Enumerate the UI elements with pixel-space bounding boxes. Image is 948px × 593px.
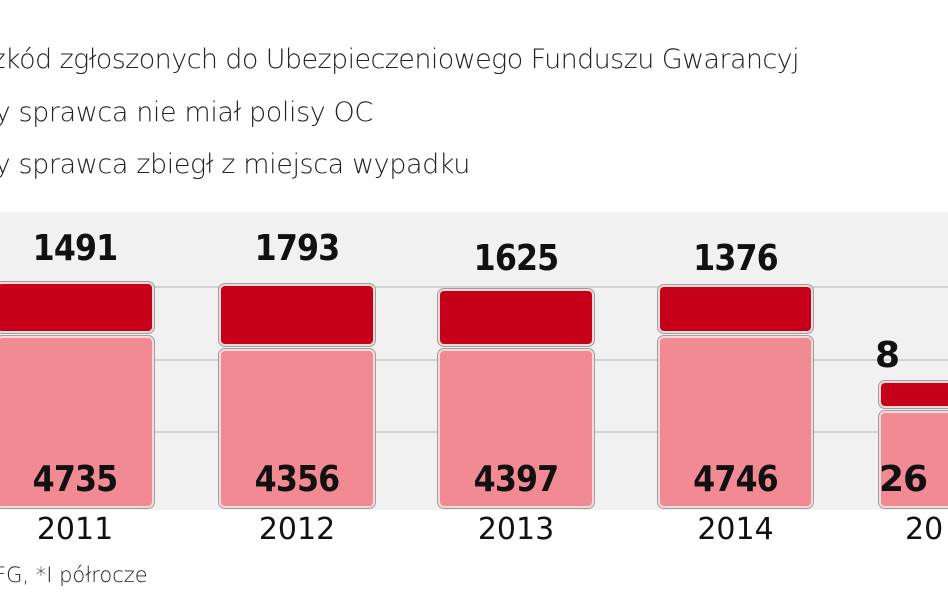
x-tick-2014: 2014	[697, 512, 774, 547]
legend-item-fled: dy sprawca zbiegł z miejsca wypadku	[0, 149, 470, 180]
bar-2014: 1376 4746	[658, 238, 813, 508]
top-value-label: 1625	[473, 238, 560, 279]
source-footnote: FG, *I półrocze	[0, 563, 148, 587]
bar-segment-no-oc	[438, 349, 594, 508]
bar-2013: 1625 4397	[438, 238, 594, 508]
bar-segment-no-oc	[219, 349, 375, 508]
legend-item-no-oc: dy sprawca nie miał polisy OC	[0, 97, 373, 128]
x-tick-2012: 2012	[258, 512, 336, 547]
bar-segment-fled	[658, 285, 813, 333]
top-value-label: 8	[875, 335, 900, 376]
top-value-label: 1376	[693, 238, 779, 279]
bottom-value-label: 4735	[32, 459, 119, 500]
top-value-label: 1491	[32, 228, 119, 269]
x-tick-2015: 20	[905, 512, 944, 547]
bottom-value-label: 4397	[473, 459, 560, 500]
bar-segment-no-oc	[658, 336, 813, 508]
bar-2011: 1491 4735	[0, 228, 154, 508]
gridline	[0, 286, 948, 288]
bar-segment-no-oc	[879, 411, 948, 508]
bar-segment-fled	[879, 381, 948, 408]
bottom-value-label: 4746	[693, 459, 779, 500]
bar-segment-fled	[438, 289, 594, 346]
x-tick-2013: 2013	[477, 512, 555, 547]
bar-segment-fled	[219, 284, 375, 346]
x-tick-2011: 2011	[36, 512, 114, 547]
bottom-value-label: 4356	[254, 459, 341, 500]
chart-title: szkód zgłoszonych do Ubezpieczeniowego F…	[0, 44, 800, 75]
bar-2015: 8 26	[875, 335, 948, 508]
bar-2012: 1793 4356	[219, 228, 375, 508]
bar-segment-no-oc	[0, 336, 154, 508]
bottom-value-label: 26	[879, 459, 928, 500]
bar-segment-fled	[0, 282, 154, 333]
top-value-label: 1793	[254, 228, 341, 269]
